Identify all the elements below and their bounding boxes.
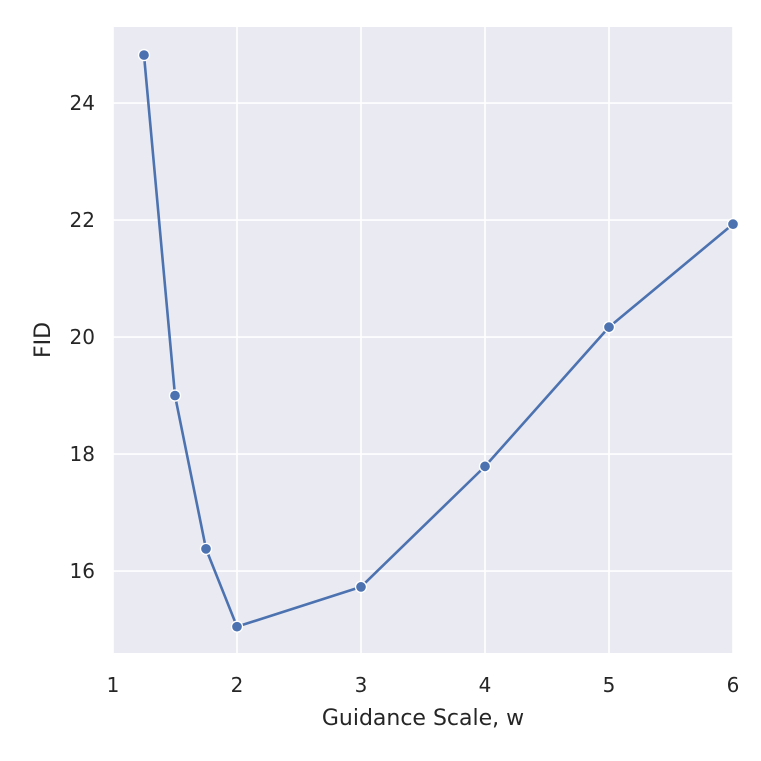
x-tick-label: 2	[231, 673, 244, 697]
x-axis-label: Guidance Scale, w	[322, 706, 524, 731]
x-tick-labels: 1 2 3 4 5 6	[107, 673, 740, 697]
gridlines	[112, 27, 734, 653]
data-point	[602, 320, 616, 334]
data-point	[199, 542, 213, 556]
data-point	[137, 48, 151, 62]
x-tick-label: 3	[355, 673, 368, 697]
y-tick-label: 22	[70, 208, 95, 232]
y-tick-label: 20	[70, 325, 95, 349]
x-tick-label: 5	[603, 673, 616, 697]
x-tick-label: 1	[107, 673, 120, 697]
data-point	[230, 620, 244, 633]
y-tick-labels: 16 18 20 22 24	[70, 91, 95, 583]
x-tick-label: 6	[727, 673, 740, 697]
y-tick-label: 16	[70, 559, 95, 583]
y-axis-label: FID	[31, 322, 56, 358]
x-tick-label: 4	[479, 673, 492, 697]
data-point	[478, 460, 492, 473]
plot-area	[113, 27, 733, 653]
data-point	[168, 389, 182, 402]
data-point	[726, 218, 740, 231]
data-point	[354, 580, 368, 594]
series-line	[142, 54, 734, 628]
y-tick-label: 18	[70, 442, 95, 466]
series-layer	[137, 48, 740, 633]
y-tick-label: 24	[70, 91, 95, 115]
